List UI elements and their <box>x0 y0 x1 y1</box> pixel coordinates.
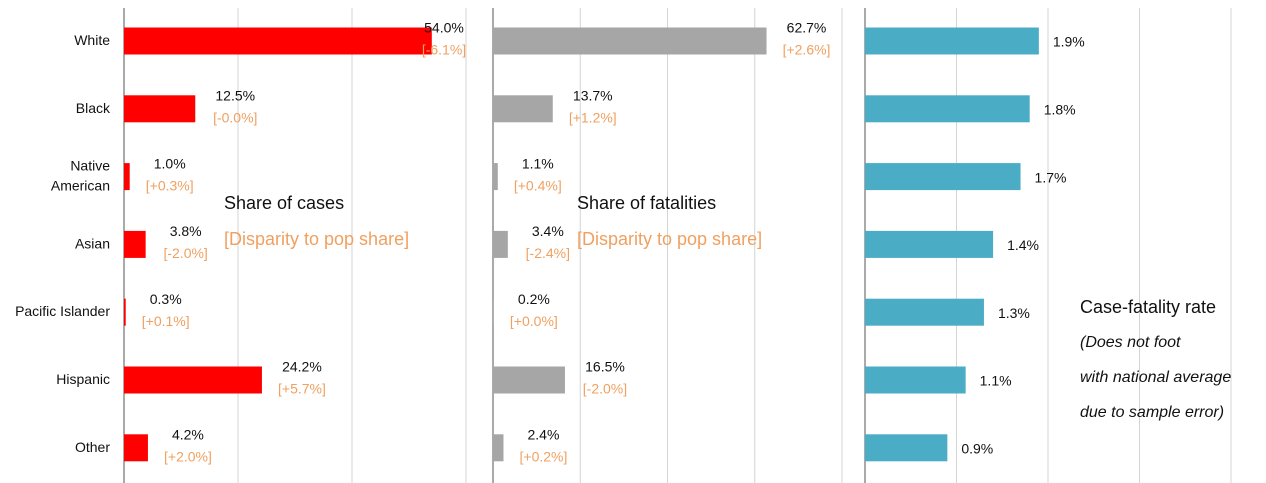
annotation: Share of cases <box>224 193 344 213</box>
value-label: 13.7% <box>573 88 613 104</box>
bar <box>124 230 146 258</box>
bar <box>124 27 432 55</box>
disparity-label: [-2.0%] <box>583 381 627 397</box>
disparity-label: [+2.6%] <box>783 42 831 58</box>
annotation: with national average <box>1080 369 1231 386</box>
disparity-label: [+1.2%] <box>569 110 617 126</box>
bar <box>493 298 494 326</box>
bar <box>865 230 994 258</box>
label-line: Asian <box>75 235 110 251</box>
value-label: 0.2% <box>518 291 550 307</box>
disparity-label: [-2.4%] <box>526 245 570 261</box>
value-label: 3.4% <box>532 223 564 239</box>
disparity-label: [+0.3%] <box>146 177 194 193</box>
disparity-label: [-6.1%] <box>422 42 466 58</box>
value-label: 54.0% <box>424 20 464 36</box>
label-line: Native <box>70 157 110 173</box>
disparity-label: [-0.0%] <box>213 110 257 126</box>
y-tick-label: Hispanic <box>56 371 110 387</box>
bar <box>124 434 148 462</box>
label-line: American <box>51 177 110 193</box>
y-tick-label: Native American <box>51 157 110 193</box>
value-label: 2.4% <box>528 427 560 443</box>
value-label: 0.9% <box>961 441 993 457</box>
bar <box>865 27 1039 55</box>
label-line: Pacific Islander <box>15 303 110 319</box>
annotation: [Disparity to pop share] <box>224 229 409 249</box>
y-tick-label: Asian <box>75 235 110 251</box>
bar <box>493 366 565 394</box>
bar <box>493 27 767 55</box>
disparity-label: [+2.0%] <box>164 449 212 465</box>
disparity-label: [-2.0%] <box>163 245 207 261</box>
value-label: 1.3% <box>998 305 1030 321</box>
value-label: 1.1% <box>980 373 1012 389</box>
bar <box>124 95 196 123</box>
y-tick-label: Pacific Islander <box>15 303 110 319</box>
value-label: 1.4% <box>1007 237 1039 253</box>
annotation: due to sample error) <box>1080 404 1224 421</box>
label-line: White <box>74 32 110 48</box>
disparity-label: [+0.4%] <box>514 177 562 193</box>
disparity-label: [+0.1%] <box>142 313 190 329</box>
bar <box>493 434 504 462</box>
value-label: 0.3% <box>150 291 182 307</box>
bar <box>124 366 262 394</box>
annotation: [Disparity to pop share] <box>577 229 762 249</box>
value-label: 62.7% <box>787 20 827 36</box>
value-label: 16.5% <box>585 359 625 375</box>
label-line: Other <box>75 439 110 455</box>
value-label: 1.9% <box>1053 34 1085 50</box>
value-label: 1.1% <box>522 155 554 171</box>
value-label: 1.0% <box>154 155 186 171</box>
value-label: 1.7% <box>1035 169 1067 185</box>
disparity-label: [+0.0%] <box>510 313 558 329</box>
bar <box>124 163 130 191</box>
value-label: 24.2% <box>282 359 322 375</box>
disparity-label: [+0.2%] <box>520 449 568 465</box>
bar <box>865 163 1021 191</box>
annotation: Case-fatality rate <box>1080 297 1216 317</box>
bar <box>865 434 948 462</box>
value-label: 1.8% <box>1044 102 1076 118</box>
y-tick-label: Black <box>76 100 111 116</box>
disparity-label: [+5.7%] <box>278 381 326 397</box>
label-line: Black <box>76 100 111 116</box>
y-tick-label: Other <box>75 439 110 455</box>
label-line: Hispanic <box>56 371 110 387</box>
bar <box>865 366 966 394</box>
value-label: 4.2% <box>172 427 204 443</box>
bar <box>493 230 508 258</box>
bar <box>493 163 498 191</box>
annotation: (Does not foot <box>1080 334 1181 351</box>
bar <box>124 298 126 326</box>
y-tick-label: White <box>74 32 110 48</box>
bar <box>493 95 553 123</box>
annotation: Share of fatalities <box>577 193 716 213</box>
bar <box>865 95 1030 123</box>
value-label: 12.5% <box>215 88 255 104</box>
value-label: 3.8% <box>170 223 202 239</box>
bar <box>865 298 984 326</box>
